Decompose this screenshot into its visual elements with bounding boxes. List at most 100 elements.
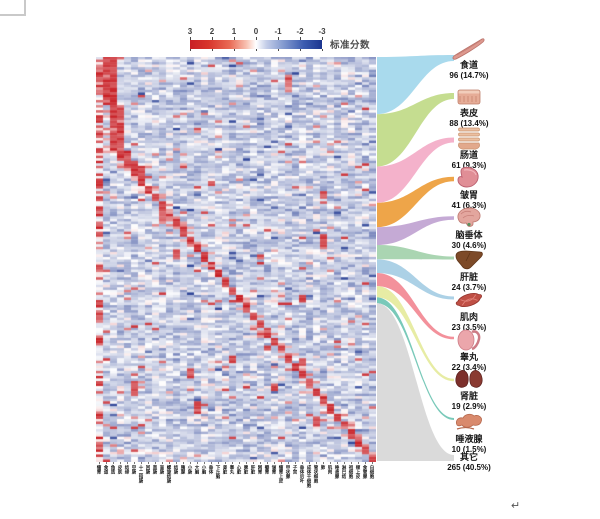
organ-name-label: 表皮 [459,108,478,118]
x-axis-tick [141,462,142,464]
organ-name-label: 脑垂体 [455,230,483,240]
colorbar-tick [256,49,257,51]
x-axis-tick [211,462,212,464]
heatmap-x-label: 空肠 [132,465,137,474]
x-axis-tick [169,462,170,464]
heatmap-x-label: 直肠 [153,465,158,474]
colorbar-gradient [190,40,322,49]
colorbar-tick [322,37,323,40]
x-axis-tick [344,462,345,464]
organ-count-label: 19 (2.9%) [451,402,487,411]
x-axis-tick [225,462,226,464]
heatmap-x-label: 脾脏 [244,465,249,474]
heatmap-canvas [96,57,376,462]
organ-count-label: 24 (3.7%) [451,283,487,292]
organ-name-label: 食道 [459,60,478,70]
x-axis-tick [183,462,184,464]
testis-icon [431,328,507,352]
heatmap-x-label: 网胃 [258,465,263,474]
heatmap-x-label: 小脑 [202,465,207,474]
x-axis-tick [260,462,261,464]
x-axis-tick [162,462,163,464]
heatmap-x-label: 淋巴结 [342,465,347,479]
x-axis-tick [309,462,310,464]
x-axis-tick [267,462,268,464]
heatmap-x-label: 皱胃 [272,465,277,474]
colorbar-legend: 3 2 1 0 -1 -2 -3 [188,27,326,53]
heatmap-x-label: 螺旋结肠 [167,465,172,483]
organ-name-label: 睾丸 [459,352,478,362]
x-axis-tick [372,462,373,464]
colorbar-tick-label: -1 [274,27,282,36]
colorbar-tick-label: 2 [209,27,215,36]
x-axis-tick [302,462,303,464]
organ-count-label: 88 (13.4%) [449,119,489,128]
x-axis-tick [281,462,282,464]
sankey-node-10: 其它 265 (40.5%) [431,452,507,473]
colorbar-tick [212,49,213,51]
heatmap-x-label: 大脑 [195,465,200,474]
x-axis-tick [351,462,352,464]
heatmap-x-label: 肺 [321,465,326,470]
heatmap-x-label: 颊上皮 [356,465,361,479]
organ-name-label: 肾脏 [459,391,478,401]
x-axis-tick [204,462,205,464]
sankey-node-8: 肾脏 19 (2.9%) [431,367,507,412]
organ-name-label: 皱胃 [459,190,478,200]
heatmap-x-label: 垂体 [209,465,214,474]
colorbar-tick [234,49,235,51]
colorbar-tick-label: -2 [296,27,304,36]
heatmap-x-label: 小肠 [188,465,193,474]
page-frame-corner [0,14,26,16]
sankey-node-5: 肝脏 24 (3.7%) [431,248,507,293]
organ-count-label: 41 (6.3%) [451,201,487,210]
kidney-icon [431,367,507,391]
heatmap-x-label: 祖细胞 [349,465,354,479]
colorbar-tick [190,37,191,40]
epidermis-icon [431,84,507,108]
x-axis-tick [253,462,254,464]
organ-name-label: 唾液腺 [455,434,483,444]
x-axis-tick [99,462,100,464]
sankey-node-4: 脑垂体 30 (4.6%) [431,206,507,251]
heatmap-x-label: 管状细胞 [314,465,319,483]
sankey-node-3: 皱胃 41 (6.3%) [431,166,507,211]
x-axis-tick [190,462,191,464]
organ-count-label: 22 (3.4%) [451,363,487,372]
sankey-node-2: 肠道 61 (9.3%) [431,126,507,171]
x-axis-tick [218,462,219,464]
x-axis-tick [274,462,275,464]
x-axis-tick [120,462,121,464]
colorbar-tick [300,37,301,40]
sankey-node-9: 唾液腺 10 (1.5%) [431,410,507,455]
x-axis-tick [365,462,366,464]
organ-name-label: 肌肉 [459,312,478,322]
colorbar-tick [190,49,191,51]
heatmap-x-label: 成体干细胞 [307,465,312,488]
heatmap-x-label: 盲肠 [160,465,165,474]
heatmap-x-label: 肌肉 [328,465,333,474]
colorbar-tick [234,37,235,40]
x-axis-tick [155,462,156,464]
x-axis-tick [197,462,198,464]
colorbar-tick-label: -3 [318,27,326,36]
colorbar-tick [322,49,323,51]
liver-icon [431,248,507,272]
x-axis-tick [295,462,296,464]
colorbar-tick-label: 1 [231,27,237,36]
colorbar-tick [212,37,213,40]
heatmap-x-label: 肾脏 [223,465,228,474]
x-axis-tick [176,462,177,464]
x-axis-tick [134,462,135,464]
organ-name-label: 其它 [459,452,478,462]
organ-count-label: 23 (3.5%) [451,323,487,332]
heatmap-x-label: 瘤胃 [97,465,102,474]
heatmap-x-label: 垂体后叶 [300,465,305,483]
abomasum-icon [431,166,507,190]
organ-count-label: 30 (4.6%) [451,241,487,250]
heatmap-x-label: 白细胞 [370,465,375,479]
colorbar-tick-label: 0 [253,27,259,36]
heatmap-x-label: 食道 [104,465,109,474]
pituitary-icon [431,206,507,230]
colorbar-tick [278,49,279,51]
